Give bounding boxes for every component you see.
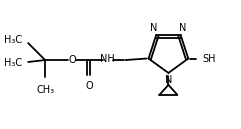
- Text: O: O: [68, 55, 76, 65]
- Text: N: N: [150, 23, 158, 33]
- Text: O: O: [85, 81, 93, 91]
- Text: H₃C: H₃C: [4, 35, 22, 45]
- Text: CH₃: CH₃: [36, 85, 54, 95]
- Text: N: N: [165, 75, 172, 85]
- Text: H₃C: H₃C: [4, 58, 22, 68]
- Text: SH: SH: [202, 54, 216, 63]
- Text: N: N: [179, 23, 186, 33]
- Text: NH: NH: [100, 54, 115, 64]
